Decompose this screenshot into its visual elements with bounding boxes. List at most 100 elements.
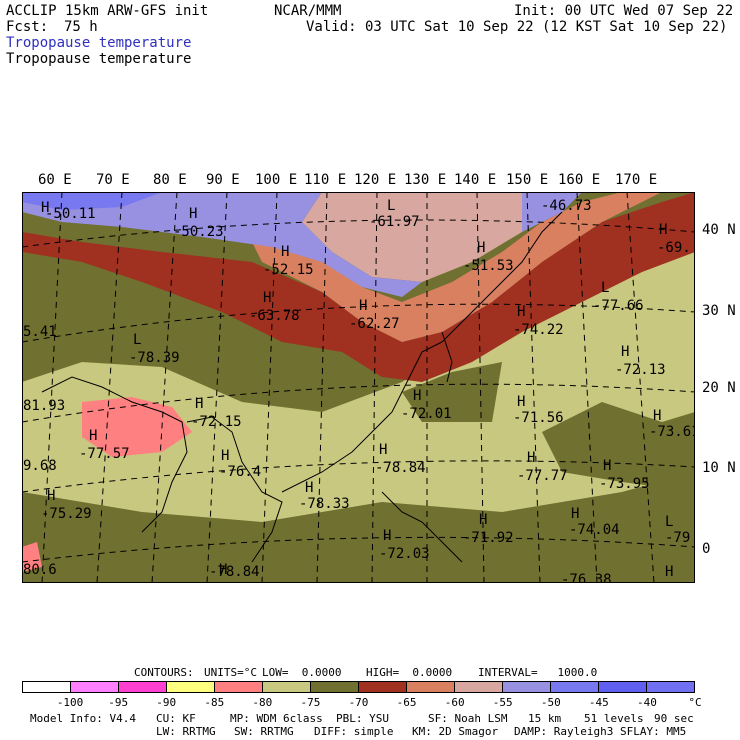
colorbar-cell [551,682,599,692]
colorbar-tick-label: -45 [588,696,609,709]
map-value: -78.84 [209,564,260,580]
colorbar-tick-label: -65 [396,696,417,709]
colorbar-tick-label: -90 [156,696,177,709]
map-value: -62.27 [349,316,400,332]
map-value: 9.68 [23,458,57,474]
high-symbol: H [219,562,228,578]
high-symbol: H [379,442,388,458]
colorbar-tick-label: -40 [636,696,657,709]
colorbar-cell [503,682,551,692]
sw-scheme: SW: RRTMG [234,725,294,738]
lat-label: 0 [702,541,711,557]
map-panel: H -50.11 H -50.23 L -61.97 -46.73 H -69.… [22,192,695,583]
high-symbol: H [517,304,526,320]
high-symbol: H [477,240,486,256]
map-value: -72.01 [401,406,452,422]
high-symbol: H [221,448,230,464]
lon-label: 100 E [255,172,298,188]
center-name: NCAR/MMM [274,3,342,19]
map-value: 80.6 [23,562,57,578]
lon-label: 80 E [153,172,187,188]
colorbar-tick-label: -85 [204,696,225,709]
colorbar-tick-label: -75 [300,696,321,709]
map-value: 5.41 [23,324,57,340]
low-symbol: L [601,280,610,296]
map-value: -77.66 [593,298,644,314]
high-symbol: H [665,564,674,580]
high-symbol: H [305,480,314,496]
map-value: -76.4 [219,464,262,480]
lw-scheme: LW: RRTMG [156,725,216,738]
lat-label: 40 N [702,222,736,238]
contours-high: HIGH= 0.0000 [366,666,453,679]
high-symbol: H [195,396,204,412]
init-time: Init: 00 UTC Wed 07 Sep 22 [514,3,734,19]
high-symbol: H [571,506,580,522]
high-symbol: H [189,206,198,222]
map-value: -71.92 [463,530,514,546]
map-value: -69. [657,240,691,256]
map-value: -78.84 [375,460,426,476]
lon-label: 150 E [506,172,549,188]
map-value: -50.23 [173,224,224,240]
model-info: Model Info: V4.4 [30,712,136,725]
colorbar-cell [215,682,263,692]
damp-scheme: DAMP: Rayleigh3 [514,725,614,738]
map-value: -71.56 [513,410,564,426]
field-title-primary: Tropopause temperature [6,35,192,51]
map-value: -75.29 [41,506,92,522]
sf-scheme: SF: Noah LSM [428,712,508,725]
contours-units: UNITS=°C [204,666,257,679]
colorbar-cell [311,682,359,692]
map-value: -78.33 [299,496,350,512]
lon-label: 130 E [404,172,447,188]
forecast-hours: 75 h [64,19,98,35]
colorbar-tick-label: -70 [348,696,369,709]
lon-label: 120 E [354,172,397,188]
tropopause-temperature-field [23,193,694,582]
colorbar-cell [647,682,694,692]
map-value: -73.61 [649,424,695,440]
low-symbol: L [133,332,142,348]
colorbar-cell [359,682,407,692]
sflay-scheme: SFLAY: MM5 [620,725,687,738]
colorbar-tick-label: -55 [492,696,513,709]
colorbar-tick-label: -95 [108,696,129,709]
cu-scheme: CU: KF [156,712,196,725]
colorbar-cell [167,682,215,692]
high-symbol: H [653,408,662,424]
map-value: -61.97 [369,214,420,230]
valid-time: Valid: 03 UTC Sat 10 Sep 22 (12 KST Sat … [306,19,728,35]
colorbar-tick-label: -60 [444,696,465,709]
mp-scheme: MP: WDM 6class [230,712,323,725]
diff-scheme: DIFF: simple [314,725,394,738]
high-symbol: H [659,222,668,238]
colorbar-tick-label: -100 [56,696,84,709]
map-value: -74.04 [569,522,620,538]
colorbar-cell [599,682,647,692]
contours-interval: INTERVAL= 1000.0 [478,666,598,679]
colorbar-tick-label: -80 [252,696,273,709]
map-value: 81.93 [23,398,66,414]
map-value: -77.77 [517,468,568,484]
colorbar-tick-label: °C [688,696,702,709]
map-value: -74.22 [513,322,564,338]
colorbar-cell [407,682,455,692]
high-symbol: H [281,244,290,260]
resolution: 15 km [528,712,562,725]
km-scheme: KM: 2D Smagor [412,725,499,738]
high-symbol: H [263,290,272,306]
high-symbol: H [41,200,50,216]
colorbar-cell [23,682,71,692]
low-symbol: L [387,198,396,214]
high-symbol: H [383,528,392,544]
lon-label: 140 E [454,172,497,188]
levels: 51 levels [584,712,644,725]
contours-label: CONTOURS: [134,666,194,679]
lon-label: 90 E [206,172,240,188]
map-value: -77.57 [79,446,130,462]
map-value: -73.95 [599,476,650,492]
colorbar-tick-label: -50 [540,696,561,709]
map-value: -63.78 [249,308,300,324]
map-value: -50.11 [45,206,96,222]
